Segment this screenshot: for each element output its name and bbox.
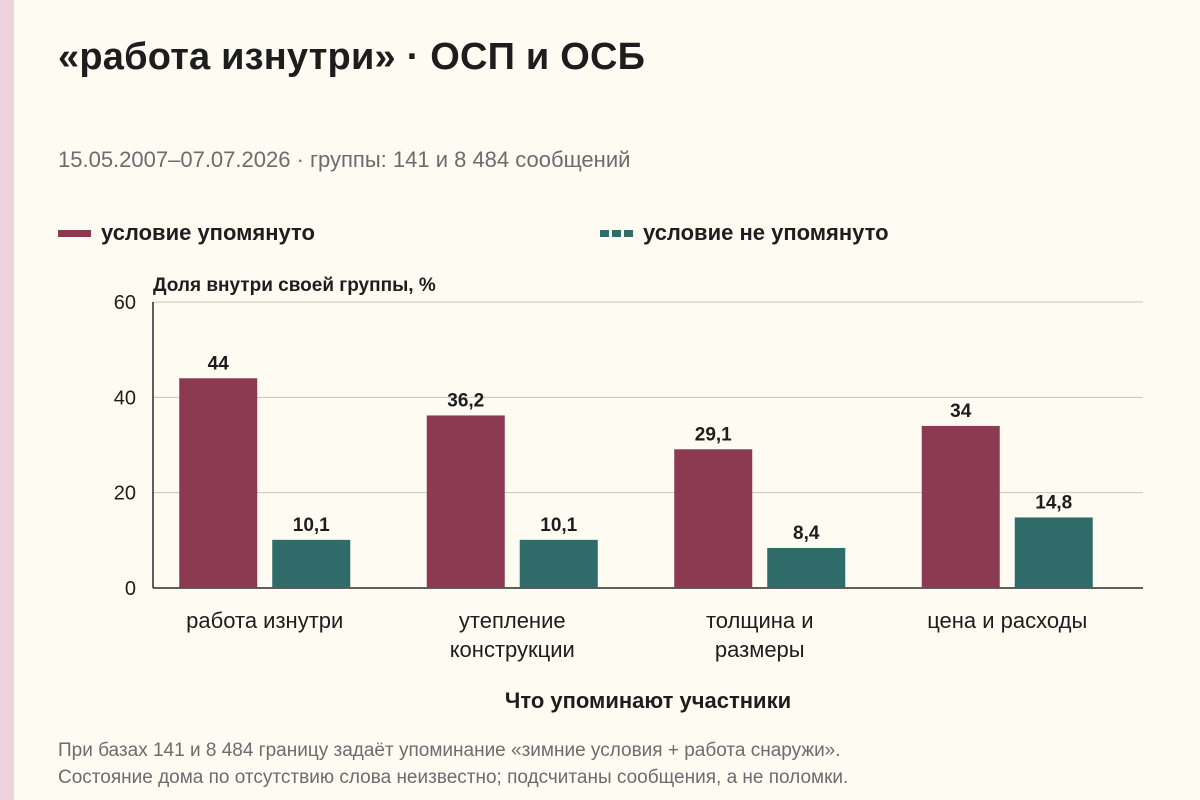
bar-s1-c4 (921, 425, 1000, 588)
y-tick-label-60: 60 (114, 292, 136, 314)
bar-s2-c3 (767, 547, 846, 588)
accent-bar (0, 0, 14, 800)
x-tick-label-4-1: цена и расходы (927, 608, 1087, 633)
legend-swatch-not-mentioned (600, 229, 633, 237)
data-label-s1-c4: 34 (950, 401, 972, 422)
x-tick-label-3-2: размеры (715, 637, 805, 662)
y-tick-label-0: 0 (125, 578, 136, 600)
footnote-line-2: Состояние дома по отсутствию слова неизв… (58, 767, 849, 788)
legend-item-mentioned: условие упомянуто (58, 220, 315, 246)
chart-title: «работа изнутри» · ОСП и ОСБ (58, 36, 646, 78)
y-tick-label-40: 40 (114, 387, 136, 409)
legend-label-not-mentioned: условие не упомянуто (643, 220, 889, 245)
data-label-s2-c1: 10,1 (293, 515, 330, 536)
bar-s1-c1 (179, 378, 258, 588)
x-tick-label-1-1: работа изнутри (186, 608, 343, 633)
x-tick-label-3-1: толщина и (706, 608, 814, 633)
legend: условие упомянуто условие не упомянуто (0, 220, 1200, 250)
legend-item-not-mentioned: условие не упомянуто (600, 220, 889, 246)
data-label-s1-c2: 36,2 (447, 390, 484, 411)
data-label-s2-c4: 14,8 (1035, 492, 1072, 513)
data-label-s1-c3: 29,1 (695, 424, 732, 445)
data-label-s2-c3: 8,4 (793, 523, 820, 544)
data-label-s1-c1: 44 (208, 353, 230, 374)
x-tick-label-2-1: утепление (459, 608, 566, 633)
y-axis-title: Доля внутри своей группы, % (153, 275, 436, 296)
bar-s2-c1 (272, 539, 351, 588)
bar-s1-c2 (426, 415, 505, 588)
bar-s1-c3 (674, 449, 753, 588)
chart-subtitle: 15.05.2007–07.07.2026 · группы: 141 и 8 … (58, 147, 631, 172)
legend-swatch-mentioned (58, 229, 91, 237)
data-label-s2-c2: 10,1 (540, 515, 577, 536)
y-tick-label-20: 20 (114, 483, 136, 505)
x-axis-title: Что упоминают участники (505, 688, 791, 713)
x-tick-label-2-2: конструкции (450, 637, 575, 662)
footnote: При базах 141 и 8 484 границу задаёт упо… (58, 737, 848, 791)
bar-s2-c2 (519, 539, 598, 588)
footnote-line-1: При базах 141 и 8 484 границу задаёт упо… (58, 740, 841, 761)
legend-label-mentioned: условие упомянуто (101, 220, 315, 245)
bar-s2-c4 (1014, 517, 1093, 588)
